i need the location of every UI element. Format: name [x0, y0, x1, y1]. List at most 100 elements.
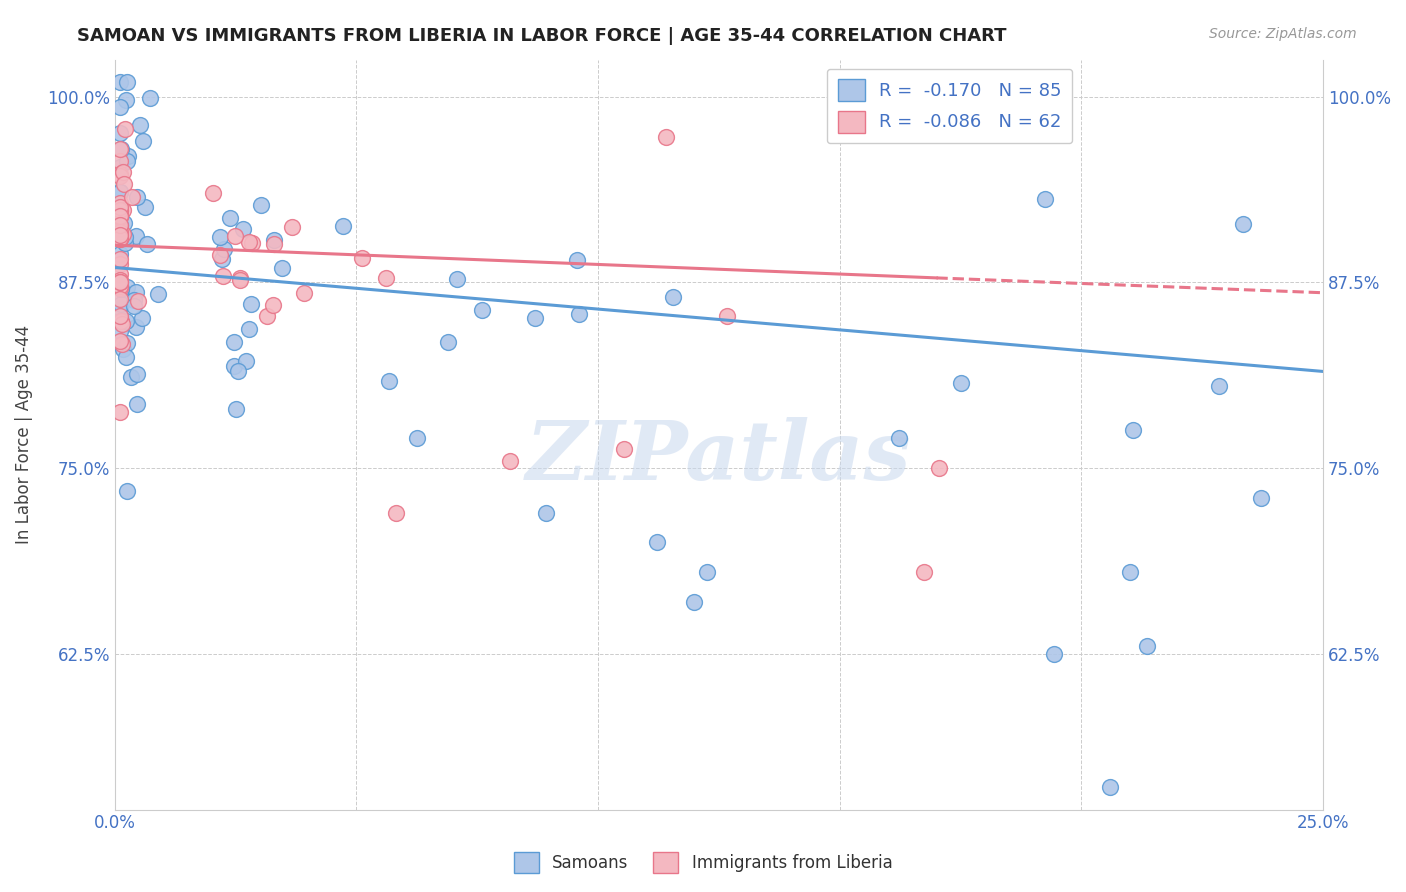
Point — [232, 222, 254, 236]
Point — [108, 218, 131, 232]
Point — [405, 431, 427, 445]
Point — [222, 359, 245, 373]
Point — [211, 252, 233, 267]
Point — [115, 335, 138, 350]
Point — [108, 314, 131, 328]
Point — [378, 375, 401, 389]
Point — [134, 200, 156, 214]
Point — [110, 314, 132, 328]
Point — [111, 342, 134, 356]
Point — [108, 196, 131, 211]
Point — [112, 203, 135, 218]
Point — [661, 290, 683, 304]
Point — [108, 301, 131, 316]
Point — [122, 293, 145, 308]
Point — [1122, 423, 1144, 437]
Point — [138, 91, 160, 105]
Point — [208, 248, 231, 262]
Point — [108, 225, 131, 239]
Point — [108, 210, 131, 224]
Point — [108, 126, 131, 140]
Point — [1118, 565, 1140, 579]
Point — [108, 208, 131, 222]
Point — [111, 317, 134, 331]
Point — [135, 237, 157, 252]
Point — [655, 130, 678, 145]
Y-axis label: In Labor Force | Age 35-44: In Labor Force | Age 35-44 — [15, 325, 32, 544]
Point — [108, 202, 131, 217]
Point — [499, 453, 522, 467]
Point — [108, 267, 131, 281]
Point — [108, 231, 131, 245]
Point — [229, 273, 252, 287]
Point — [239, 296, 262, 310]
Point — [211, 269, 233, 284]
Point — [471, 303, 494, 318]
Point — [110, 160, 132, 174]
Point — [108, 227, 131, 242]
Point — [108, 334, 131, 348]
Point — [127, 367, 149, 381]
Point — [256, 309, 278, 323]
Point — [332, 219, 354, 233]
Point — [117, 149, 139, 163]
Point — [889, 431, 911, 445]
Point — [115, 314, 138, 328]
Point — [127, 293, 149, 308]
Point — [696, 565, 718, 579]
Point — [112, 177, 135, 191]
Point — [114, 236, 136, 251]
Point — [716, 309, 738, 323]
Point — [110, 142, 132, 156]
Point — [108, 324, 131, 338]
Point — [125, 320, 148, 334]
Point — [108, 204, 131, 219]
Point — [240, 236, 263, 251]
Point — [226, 364, 249, 378]
Point — [613, 442, 636, 456]
Point — [148, 287, 170, 301]
Point — [645, 535, 668, 549]
Point — [110, 282, 132, 296]
Point — [682, 594, 704, 608]
Point — [108, 227, 131, 242]
Point — [225, 401, 247, 416]
Point — [114, 216, 136, 230]
Point — [534, 506, 557, 520]
Point — [262, 298, 284, 312]
Legend: Samoans, Immigrants from Liberia: Samoans, Immigrants from Liberia — [508, 846, 898, 880]
Point — [1043, 647, 1066, 661]
Point — [111, 165, 134, 179]
Point — [121, 190, 143, 204]
Point — [108, 75, 131, 89]
Point — [108, 275, 131, 289]
Point — [124, 229, 146, 244]
Point — [219, 211, 242, 225]
Text: SAMOAN VS IMMIGRANTS FROM LIBERIA IN LABOR FORCE | AGE 35-44 CORRELATION CHART: SAMOAN VS IMMIGRANTS FROM LIBERIA IN LAB… — [77, 27, 1007, 45]
Point — [263, 237, 285, 252]
Point — [437, 334, 460, 349]
Point — [108, 100, 131, 114]
Point — [115, 280, 138, 294]
Text: ZIPatlas: ZIPatlas — [526, 417, 911, 497]
Point — [1208, 378, 1230, 392]
Legend: R =  -0.170   N = 85, R =  -0.086   N = 62: R = -0.170 N = 85, R = -0.086 N = 62 — [827, 69, 1073, 144]
Point — [108, 167, 131, 181]
Point — [129, 118, 152, 132]
Point — [1099, 780, 1122, 795]
Point — [928, 461, 950, 475]
Point — [352, 251, 374, 265]
Point — [238, 235, 260, 249]
Point — [108, 273, 131, 287]
Point — [1135, 639, 1157, 653]
Point — [224, 228, 246, 243]
Point — [131, 311, 153, 326]
Point — [108, 169, 131, 184]
Point — [117, 154, 139, 169]
Point — [523, 311, 546, 326]
Point — [108, 247, 131, 261]
Point — [108, 185, 131, 199]
Point — [238, 322, 260, 336]
Point — [108, 292, 131, 306]
Point — [108, 154, 131, 169]
